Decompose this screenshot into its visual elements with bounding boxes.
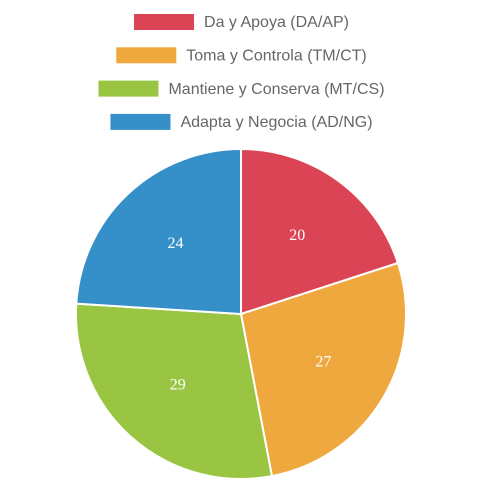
legend-label: Da y Apoya (DA/AP) xyxy=(204,14,349,31)
legend-swatch xyxy=(134,14,195,30)
pie-slice xyxy=(75,302,274,480)
data-label: 27 xyxy=(315,353,331,370)
data-label: 29 xyxy=(170,376,186,393)
pie-slice xyxy=(239,261,407,478)
data-label: 20 xyxy=(289,227,305,244)
pie-slice xyxy=(75,147,242,316)
legend-swatch xyxy=(110,113,171,130)
legend-swatch xyxy=(116,47,177,64)
legend-label: Mantiene y Conserva (MT/CS) xyxy=(168,81,384,98)
legend-label: Adapta y Negocia (AD/NG) xyxy=(180,114,372,131)
legend-swatch xyxy=(98,80,159,97)
pie-slice xyxy=(240,147,400,316)
data-label: 24 xyxy=(167,235,183,252)
legend-label: Toma y Controla (TM/CT) xyxy=(186,48,366,65)
